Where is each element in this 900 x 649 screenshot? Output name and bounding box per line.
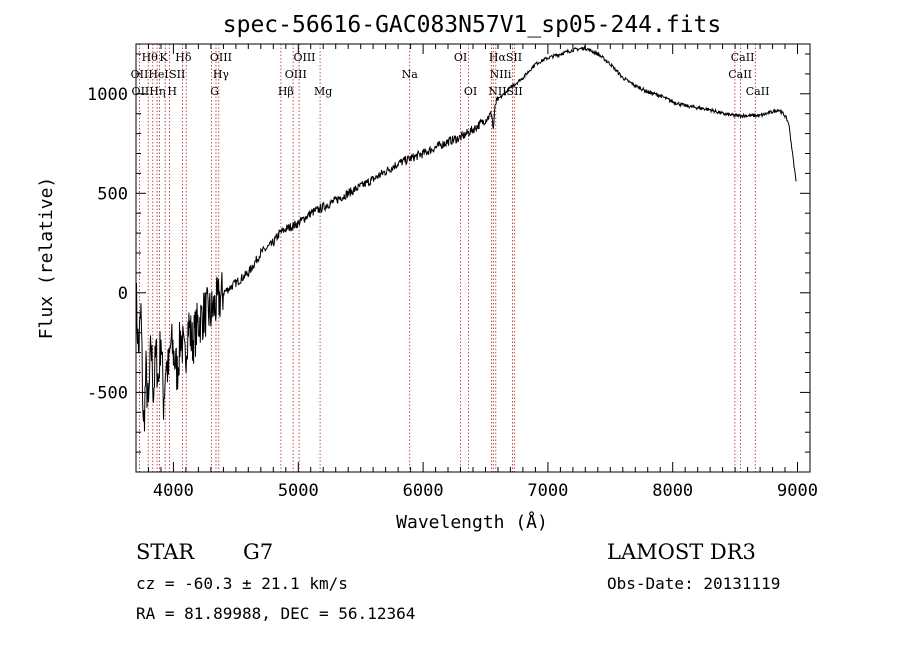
- chart-title: spec-56616-GAC083N57V1_sp05-244.fits: [223, 12, 722, 38]
- line-label-7: CaII: [731, 51, 755, 64]
- x-tick-label: 8000: [652, 481, 693, 501]
- x-tick-label: 9000: [777, 481, 818, 501]
- line-label-10: Hγ: [213, 68, 230, 81]
- line-label-16: H: [167, 85, 177, 98]
- line-label-3: OIII: [210, 51, 232, 64]
- x-tick-label: 4000: [153, 481, 194, 501]
- coordinates-info: RA = 81.89988, DEC = 56.12364: [136, 604, 416, 623]
- series-layer: [135, 44, 797, 432]
- x-tick-label: 7000: [527, 481, 568, 501]
- line-label-8: OIIHeI: [131, 68, 169, 81]
- line-label-11: OIII: [285, 68, 307, 81]
- line-label-18: Hβ: [278, 85, 294, 98]
- x-tick-label: 6000: [403, 481, 444, 501]
- x-axis-label: Wavelength (Å): [396, 511, 548, 533]
- y-tick-label: 0: [118, 284, 128, 304]
- obs-date: Obs-Date: 20131119: [607, 574, 781, 593]
- line-label-14: CaII: [728, 68, 752, 81]
- line-label-17: G: [210, 85, 219, 98]
- y-tick-label: 1000: [87, 85, 128, 105]
- line-label-0: Hθ: [142, 51, 159, 64]
- line-label-4: OIII: [293, 51, 315, 64]
- line-label-2: Hδ: [175, 51, 192, 64]
- line-label-19: Mg: [314, 85, 332, 98]
- spectral-line-labels: Hθ K Hδ OIII OIII OI HαSII CaII OIIHeI SII Hγ OIII N…: [131, 51, 770, 98]
- object-subclass: G7: [243, 540, 274, 564]
- survey-label: LAMOST DR3: [607, 540, 756, 564]
- y-axis-label: Flux (relative): [36, 177, 57, 340]
- plot-frame: [135, 43, 811, 473]
- line-label-5: OI: [454, 51, 467, 64]
- spectrum-line: [135, 44, 797, 432]
- line-label-15: OIIHη: [132, 85, 166, 98]
- line-label-6: HαSII: [489, 51, 522, 64]
- x-tick-label: 5000: [278, 481, 319, 501]
- line-label-20: OI: [464, 85, 477, 98]
- line-label-13: NIIi: [490, 68, 512, 81]
- x-axis: 4000 5000 6000 7000 8000 9000: [135, 44, 818, 501]
- object-class: STAR: [136, 540, 195, 564]
- line-label-12: Na: [402, 68, 419, 81]
- line-label-9: SII: [169, 68, 185, 81]
- y-tick-label: -500: [87, 383, 128, 403]
- y-tick-label: 500: [97, 184, 128, 204]
- line-label-1: K: [159, 51, 168, 64]
- y-axis: -500 0 500 1000: [87, 53, 810, 473]
- line-label-22: CaII: [746, 85, 770, 98]
- spectral-line-markers: [138, 44, 756, 472]
- redshift-info: cz = -60.3 ± 21.1 km/s: [136, 574, 348, 593]
